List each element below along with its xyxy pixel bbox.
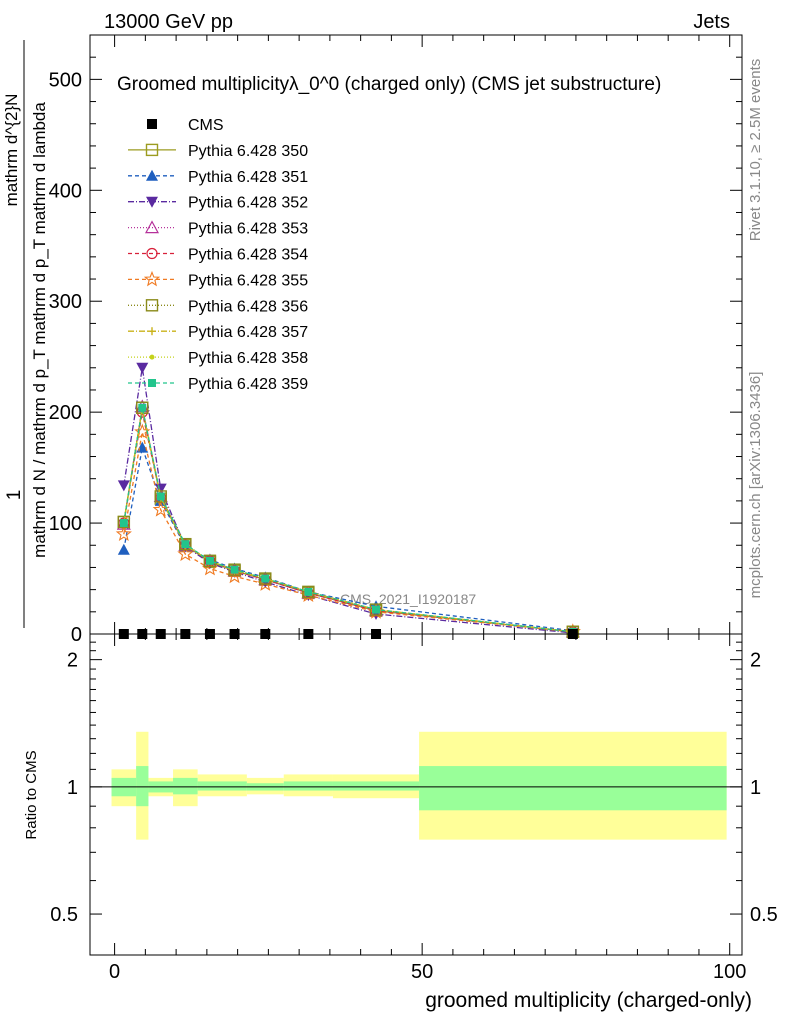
- legend-marker: [149, 354, 155, 360]
- data-point: [117, 543, 130, 555]
- legend-marker: [145, 143, 159, 157]
- legend-label: Pythia 6.428 358: [188, 350, 308, 367]
- data-point: [230, 565, 239, 574]
- stat-uncertainty-band: [136, 766, 149, 807]
- series-line: [123, 407, 573, 633]
- stat-uncertainty-band: [332, 781, 420, 791]
- stat-uncertainty-band: [419, 766, 727, 811]
- x-tick-label: 0: [109, 961, 120, 983]
- data-point: [117, 515, 131, 529]
- legend-label: Pythia 6.428 350: [188, 143, 308, 160]
- data-point: [228, 563, 241, 576]
- data-point: [304, 587, 313, 596]
- data-point: [177, 545, 194, 562]
- data-point: [261, 574, 270, 583]
- ratio-y-tick-label: 2: [67, 650, 78, 672]
- data-point: [156, 492, 165, 501]
- mcplots-label: mcplots.cern.ch [arXiv:1306.3436]: [747, 372, 764, 599]
- stat-uncertainty-band: [197, 781, 247, 791]
- ratio-plot-frame: [89, 633, 743, 956]
- ratio-y-tick-label: 2: [750, 650, 761, 672]
- ratio-y-tick-label: 1: [750, 777, 761, 799]
- legend-label: Pythia 6.428 356: [188, 298, 308, 315]
- legend-label: Pythia 6.428 353: [188, 221, 308, 238]
- legend-label: Pythia 6.428 359: [188, 376, 308, 393]
- data-point: [205, 556, 214, 565]
- ratio-y-tick-label: 0.5: [750, 904, 778, 926]
- legend-marker: [148, 379, 156, 387]
- data-point: [203, 554, 217, 567]
- legend-label: Pythia 6.428 352: [188, 195, 308, 212]
- data-point: [119, 519, 128, 528]
- analysis-watermark: CMS_2021_I1920187: [340, 591, 476, 607]
- legend-label: Pythia 6.428 357: [188, 324, 308, 341]
- legend-label: CMS: [188, 117, 224, 134]
- data-point: [117, 480, 130, 492]
- ratio-y-tick-label: 0.5: [50, 904, 78, 926]
- legend: CMS Pythia 6.428 350 Pythia 6.428 351 Pythi…: [128, 117, 308, 393]
- chart-title: Groomed multiplicityλ_0^0 (charged only)…: [117, 74, 661, 95]
- x-axis-label: groomed multiplicity (charged-only): [425, 989, 752, 1012]
- series-line: [123, 431, 573, 633]
- data-point: [372, 605, 381, 614]
- y-label-numerator: mathrm d^{2}N: [2, 94, 21, 207]
- series-line: [123, 445, 573, 632]
- energy-label: 13000 GeV pp: [104, 11, 233, 33]
- data-point: [154, 483, 167, 495]
- stat-uncertainty-band: [173, 777, 198, 795]
- data-point: [259, 572, 272, 585]
- rivet-label: Rivet 3.1.10, ≥ 2.5M events: [747, 59, 764, 242]
- ratio-y-label: Ratio to CMS: [23, 750, 40, 839]
- x-tick-label: 50: [411, 961, 433, 983]
- y-label-denominator: mathrm d N / mathrm d p_T mathrm d p_T m…: [30, 102, 49, 558]
- data-point: [136, 401, 149, 414]
- series-line: [123, 367, 573, 634]
- y-label-one: 1: [4, 490, 25, 501]
- y-tick-label: 200: [49, 402, 82, 424]
- y-tick-label: 400: [49, 180, 82, 202]
- legend-marker: [146, 169, 158, 181]
- data-point: [115, 525, 132, 542]
- legend-marker: [145, 299, 159, 312]
- data-point: [302, 585, 315, 599]
- data-point: [154, 490, 167, 503]
- legend-marker: [143, 270, 161, 287]
- legend-label: Pythia 6.428 355: [188, 272, 308, 289]
- ratio-y-tick-label: 1: [67, 777, 78, 799]
- legend-marker: [146, 196, 158, 208]
- legend-marker: [147, 119, 157, 129]
- legend-marker: [146, 247, 158, 260]
- stat-uncertainty-band: [283, 781, 333, 791]
- y-tick-label: 0: [71, 624, 82, 646]
- jets-label: Jets: [693, 11, 730, 33]
- y-axis-label: 1 mathrm d N / mathrm d p_T mathrm d p_T …: [2, 40, 49, 628]
- data-point: [179, 537, 192, 551]
- legend-label: Pythia 6.428 351: [188, 169, 308, 186]
- y-tick-label: 500: [49, 69, 82, 91]
- legend-marker: [148, 327, 156, 336]
- legend-marker: [144, 220, 160, 234]
- data-point: [138, 403, 147, 412]
- y-tick-label: 100: [49, 513, 82, 535]
- legend-label: Pythia 6.428 354: [188, 247, 308, 264]
- data-point: [136, 362, 149, 374]
- x-tick-label: 100: [713, 961, 746, 983]
- y-tick-label: 300: [49, 291, 82, 313]
- data-point: [181, 540, 190, 549]
